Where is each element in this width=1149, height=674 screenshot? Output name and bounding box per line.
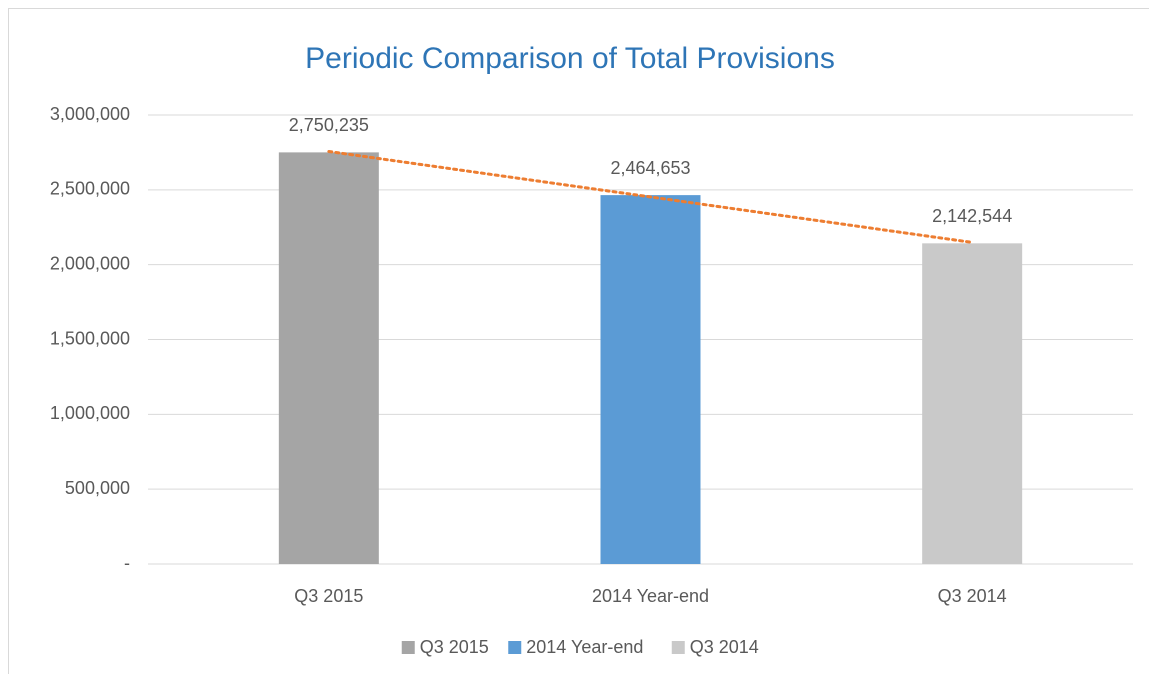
legend-label: 2014 Year-end [526, 637, 643, 657]
y-tick-label: 2,500,000 [50, 179, 130, 199]
chart-title: Periodic Comparison of Total Provisions [305, 42, 835, 75]
bar [600, 195, 701, 564]
y-tick-label: 500,000 [65, 478, 130, 498]
x-tick-label: 2014 Year-end [592, 586, 709, 606]
legend-swatch [671, 641, 685, 654]
x-tick-label: Q3 2014 [938, 586, 1007, 606]
bar [278, 152, 379, 564]
y-tick-label: - [124, 553, 130, 573]
y-tick-label: 3,000,000 [50, 104, 130, 124]
legend-swatch [401, 641, 415, 654]
legend-label: Q3 2015 [420, 637, 489, 657]
data-label: 2,142,544 [932, 206, 1012, 226]
trendline [327, 149, 974, 244]
x-tick-label: Q3 2015 [294, 586, 363, 606]
data-label: 2,750,235 [289, 115, 369, 135]
legend-swatch [508, 641, 522, 654]
data-label: 2,464,653 [610, 158, 690, 178]
bar [922, 243, 1023, 564]
legend-label: Q3 2014 [690, 637, 759, 657]
y-tick-label: 1,500,000 [50, 328, 130, 348]
y-tick-label: 1,000,000 [50, 403, 130, 423]
y-tick-label: 2,000,000 [50, 253, 130, 273]
